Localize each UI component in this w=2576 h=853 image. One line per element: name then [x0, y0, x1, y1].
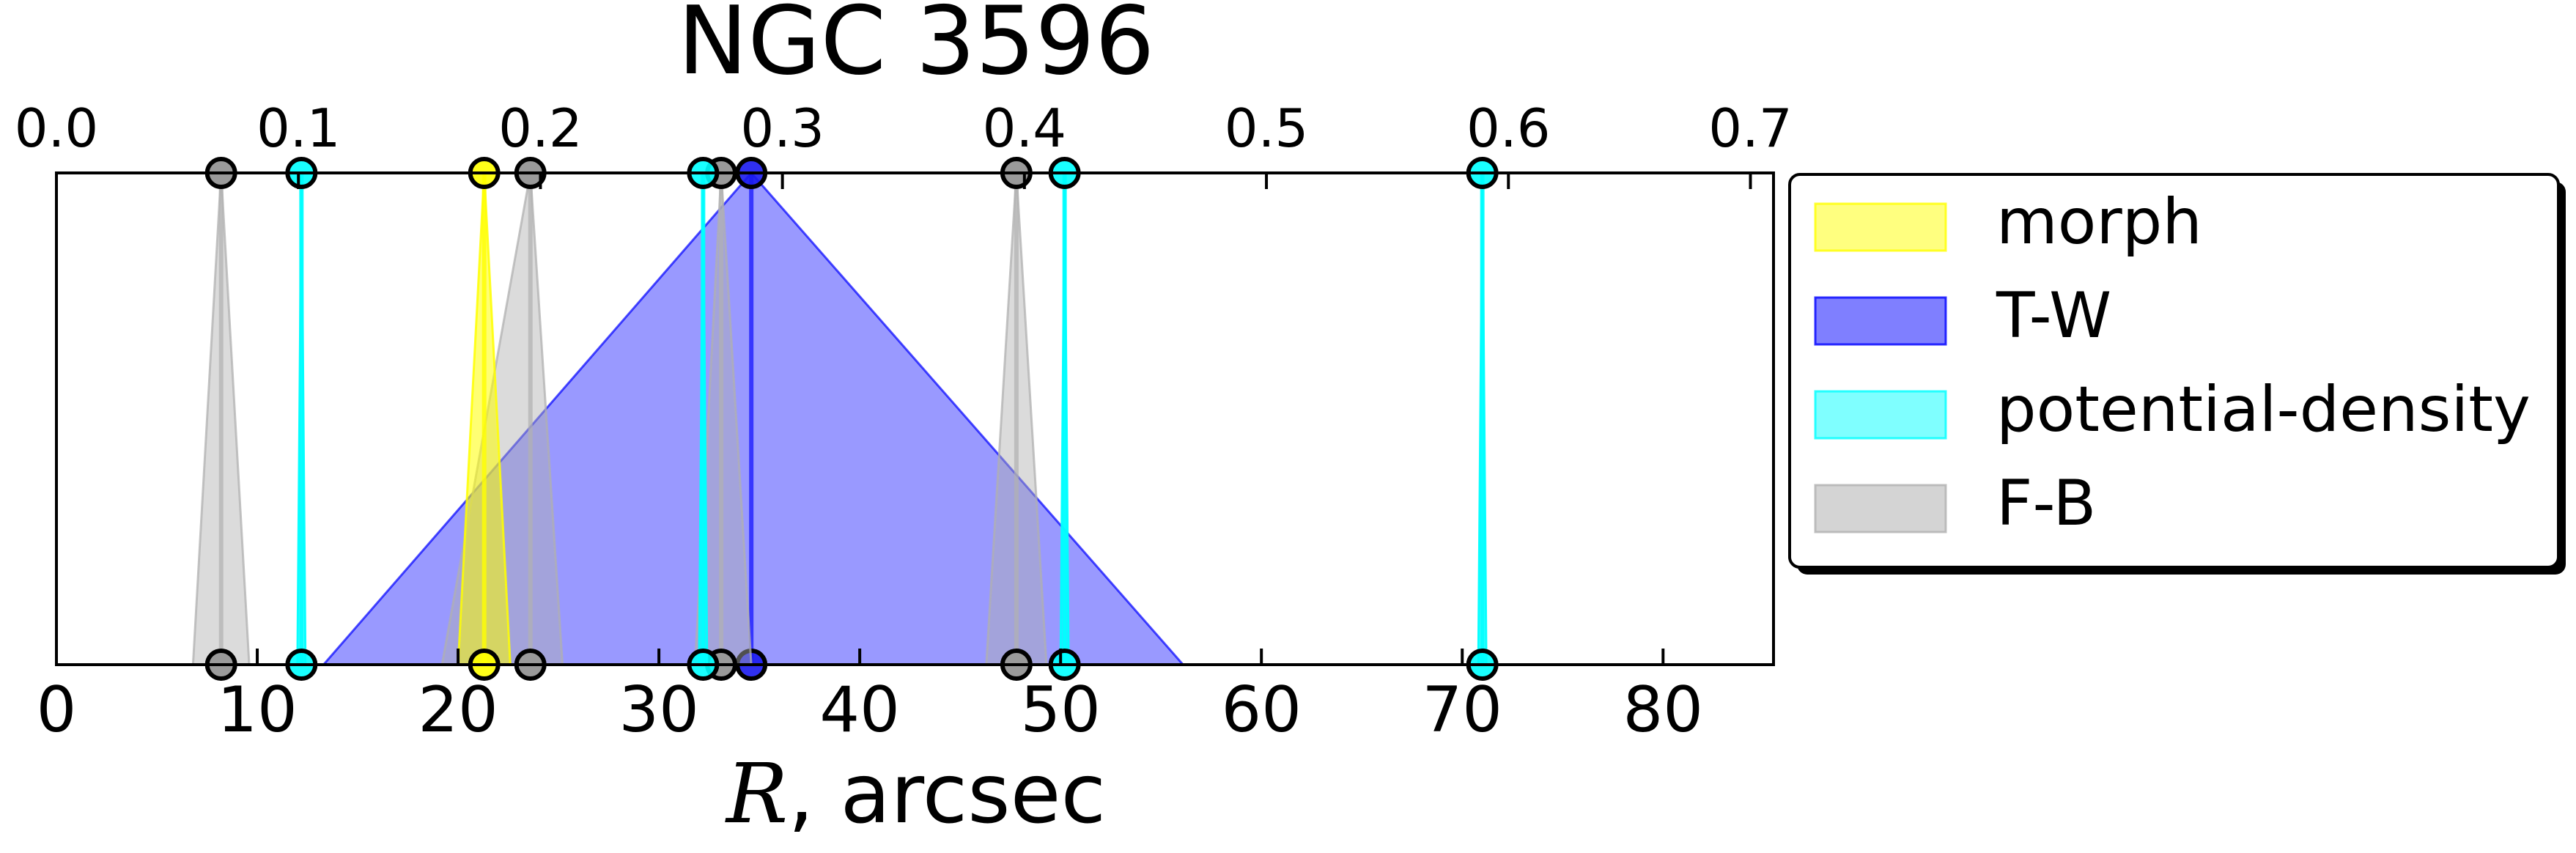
legend-box — [1788, 173, 2560, 569]
chart-title: NGC 3596 — [678, 0, 1155, 96]
top-tick-label: 0.3 — [740, 97, 824, 159]
top-tick-label: 0.5 — [1225, 97, 1309, 159]
legend-swatch-f-b — [1814, 484, 1947, 533]
legend-label-morph: morph — [1996, 185, 2202, 259]
x-tick-label: 40 — [819, 673, 899, 747]
top-tick-label: 0.6 — [1466, 97, 1551, 159]
x-tick-label: 80 — [1623, 673, 1703, 747]
x-axis-label-text: , arcsec — [788, 747, 1106, 842]
top-tick-label: 0.7 — [1708, 97, 1793, 159]
x-tick-label: 50 — [1020, 673, 1100, 747]
top-tick-label: 0.1 — [257, 97, 341, 159]
x-axis-label-math: R — [725, 747, 788, 842]
x-tick-label: 30 — [619, 673, 698, 747]
legend-label-f-b: F-B — [1996, 467, 2096, 540]
top-axis: 0.0 0.1 0.2 0.3 0.4 0.5 0.6 0.7 — [15, 97, 1793, 189]
top-tick-label: 0.2 — [498, 97, 583, 159]
x-tick-label: 0 — [37, 673, 77, 747]
x-tick-label: 70 — [1422, 673, 1502, 747]
plot-frame — [55, 171, 1775, 666]
legend-swatch-morph — [1814, 202, 1947, 252]
x-axis-label: R, arcsec — [725, 747, 1106, 842]
top-tick-label: 0.4 — [983, 97, 1067, 159]
legend-label-potential-density: potential-density — [1996, 373, 2531, 446]
bottom-axis: 0 10 20 30 40 50 60 70 80 — [37, 649, 1703, 747]
legend-swatch-t-w — [1814, 296, 1947, 346]
legend: morph T-W potential-density F-B — [1788, 173, 2566, 575]
legend-swatch-potential-density — [1814, 390, 1947, 440]
chart-marks — [191, 157, 1499, 681]
legend-label-t-w: T-W — [1996, 279, 2111, 352]
top-tick-label: 0.0 — [15, 97, 99, 159]
x-tick-label: 20 — [418, 673, 498, 747]
legend-items: morph T-W potential-density F-B — [1814, 185, 2531, 540]
x-tick-label: 10 — [217, 673, 297, 747]
x-tick-label: 60 — [1221, 673, 1301, 747]
